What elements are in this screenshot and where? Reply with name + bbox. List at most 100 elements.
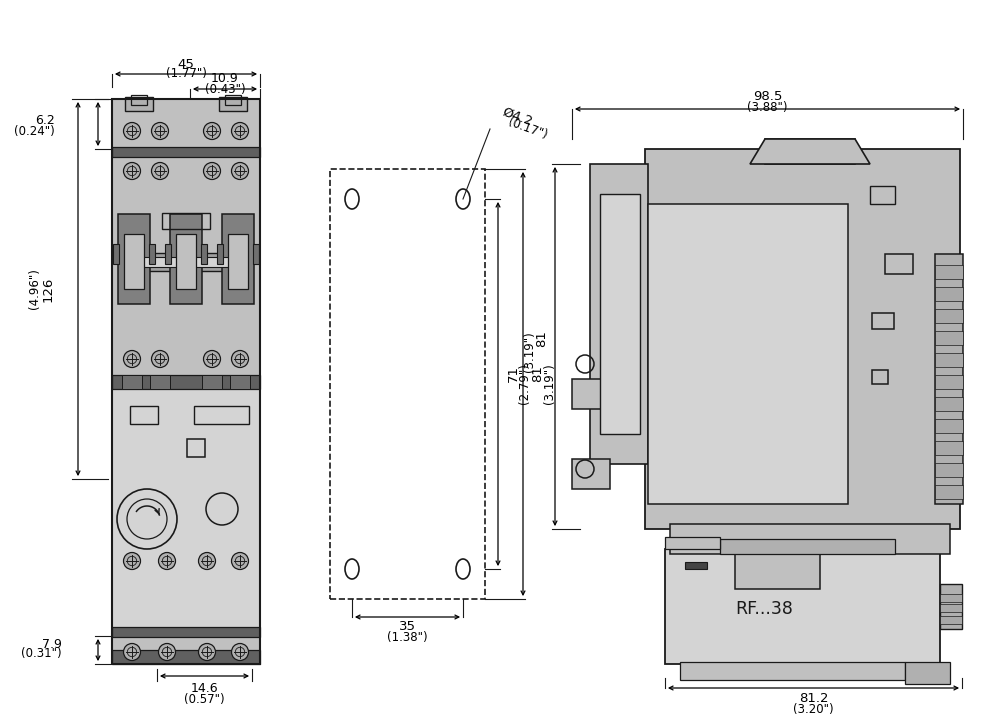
Bar	[112, 99, 260, 149]
Bar	[600, 194, 640, 434]
Text: (3.20"): (3.20")	[793, 702, 833, 715]
Bar	[870, 186, 895, 204]
Text: 98.5: 98.5	[752, 91, 782, 104]
Bar	[118, 214, 150, 304]
Bar	[670, 524, 950, 554]
Text: 71: 71	[507, 365, 520, 383]
Bar	[572, 459, 610, 489]
Polygon shape	[740, 554, 810, 584]
Bar	[125, 97, 153, 111]
Bar	[940, 584, 962, 629]
Bar	[590, 164, 648, 464]
Text: (3.88"): (3.88")	[748, 101, 787, 114]
Circle shape	[204, 350, 221, 367]
Circle shape	[124, 644, 141, 661]
Bar	[935, 485, 963, 499]
Circle shape	[204, 122, 221, 139]
Bar	[120, 253, 252, 271]
Bar	[112, 636, 260, 664]
Bar	[645, 149, 960, 529]
Circle shape	[117, 489, 177, 549]
Bar	[165, 244, 171, 264]
Bar	[935, 254, 963, 504]
Bar	[202, 375, 222, 389]
Text: (3.19"): (3.19")	[524, 331, 537, 372]
Bar	[935, 397, 963, 411]
Polygon shape	[750, 139, 870, 164]
Bar	[112, 627, 260, 637]
Text: (0.43"): (0.43")	[205, 83, 246, 96]
Text: (2.79"): (2.79")	[519, 364, 532, 404]
Bar	[112, 147, 260, 157]
Circle shape	[124, 552, 141, 569]
Bar	[130, 406, 158, 424]
Bar	[122, 375, 142, 389]
Bar	[665, 537, 720, 549]
Text: RF...38: RF...38	[735, 600, 792, 618]
Bar	[940, 604, 962, 612]
Bar	[885, 254, 913, 274]
Text: 10.9: 10.9	[212, 73, 239, 86]
Bar	[572, 379, 610, 409]
Bar	[680, 662, 905, 680]
Bar	[935, 441, 963, 455]
Bar	[124, 234, 144, 289]
Circle shape	[159, 552, 176, 569]
Circle shape	[159, 644, 176, 661]
Text: 81.2: 81.2	[798, 692, 828, 705]
Bar	[113, 244, 119, 264]
Text: 14.6: 14.6	[191, 682, 219, 695]
Bar	[194, 406, 249, 424]
Bar	[872, 313, 894, 329]
Circle shape	[199, 552, 216, 569]
Circle shape	[152, 350, 169, 367]
Text: (0.24"): (0.24")	[14, 124, 55, 137]
Text: (1.38"): (1.38")	[387, 631, 428, 644]
Circle shape	[232, 552, 249, 569]
Bar	[222, 214, 254, 304]
Bar	[170, 214, 202, 304]
Bar	[935, 287, 963, 301]
Bar	[219, 97, 247, 111]
Bar	[940, 594, 962, 602]
Circle shape	[232, 350, 249, 367]
Bar	[935, 463, 963, 477]
Bar	[112, 389, 260, 629]
Bar	[201, 244, 207, 264]
Text: (0.31"): (0.31")	[21, 648, 62, 661]
Text: 7.9: 7.9	[42, 638, 62, 651]
Bar	[685, 562, 707, 569]
Text: (1.77"): (1.77")	[166, 68, 207, 81]
Bar	[720, 539, 895, 554]
Circle shape	[199, 644, 216, 661]
Bar	[253, 244, 259, 264]
Bar	[225, 95, 241, 105]
Bar	[217, 244, 223, 264]
Bar	[162, 213, 210, 229]
Bar	[112, 650, 260, 664]
Bar	[935, 309, 963, 323]
Circle shape	[232, 644, 249, 661]
Bar	[665, 549, 940, 664]
Text: 81: 81	[536, 330, 549, 347]
Bar	[905, 662, 950, 684]
Circle shape	[124, 122, 141, 139]
Bar	[935, 331, 963, 345]
Circle shape	[232, 162, 249, 180]
Bar	[935, 419, 963, 433]
Text: (0.17"): (0.17")	[506, 116, 549, 142]
Bar	[872, 370, 888, 384]
Text: 6.2: 6.2	[35, 114, 55, 127]
Bar	[330, 169, 485, 599]
Bar	[149, 244, 155, 264]
Bar	[940, 616, 962, 624]
Circle shape	[204, 162, 221, 180]
Circle shape	[152, 122, 169, 139]
Circle shape	[232, 122, 249, 139]
Bar	[127, 257, 245, 267]
Bar	[765, 139, 855, 164]
Text: 35: 35	[399, 620, 416, 633]
Circle shape	[124, 350, 141, 367]
Circle shape	[124, 162, 141, 180]
Bar	[648, 204, 848, 504]
